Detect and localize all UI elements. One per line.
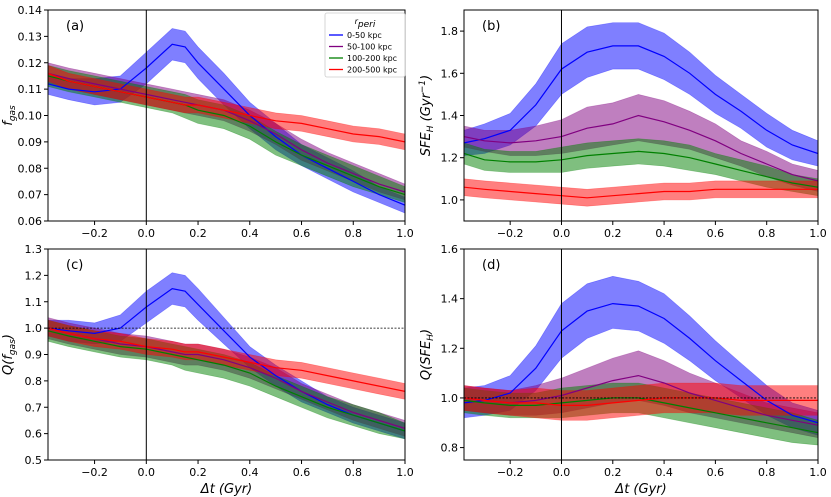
ytick-label-d-2: 1.2 [441, 342, 459, 355]
xtick-label-a-4: 0.6 [293, 227, 311, 240]
xtick-label-c-1: 0.0 [138, 466, 156, 479]
xtick-label-c-6: 1.0 [396, 466, 414, 479]
axes-frame-d [463, 248, 819, 461]
xtick-label-c-2: 0.2 [189, 466, 207, 479]
ytick-label-b-4: 1.8 [441, 25, 459, 38]
ytick-label-b-1: 1.2 [441, 152, 459, 165]
panel-c: −0.2 0.0 0.2 0.4 0.6 0.8 1.0 0.5 0.6 0.7 0.8 0.9 1.0… [1, 243, 414, 497]
xtick-label-a-0: −0.2 [81, 227, 108, 240]
legend-entry-3: 200-500 kpc [347, 66, 397, 75]
xtick-label-d-1: 0.0 [553, 466, 571, 479]
ylabel-d: Q(SFEH) [419, 329, 436, 380]
xtick-label-a-6: 1.0 [396, 227, 414, 240]
legend-entry-2: 100-200 kpc [347, 54, 397, 63]
ytick-label-a-7: 0.13 [18, 30, 43, 43]
ytick-label-c-7: 1.2 [25, 269, 43, 282]
ytick-label-b-3: 1.6 [441, 67, 459, 80]
line-d-2 [464, 397, 818, 434]
ylabel-c: Q(fgas) [1, 334, 18, 375]
panel-b: −0.2 0.0 0.2 0.4 0.6 0.8 1.0 1.0 1.2 1.4 1.6 1.8 (b)… [418, 9, 827, 240]
panel-label-b: (b) [482, 19, 500, 34]
xtick-label-b-0: −0.2 [497, 227, 524, 240]
ytick-label-b-0: 1.0 [441, 194, 459, 207]
line-d-3 [464, 397, 818, 406]
ytick-label-c-0: 0.5 [25, 454, 43, 467]
line-a-3 [48, 72, 405, 143]
ytick-label-a-4: 0.10 [18, 110, 43, 123]
ytick-label-a-0: 0.06 [18, 215, 43, 228]
xtick-label-d-6: 1.0 [809, 466, 827, 479]
ytick-label-a-6: 0.12 [18, 57, 43, 70]
panel-label-c: (c) [66, 258, 83, 273]
xtick-label-b-5: 0.8 [758, 227, 776, 240]
line-b-0 [464, 45, 818, 155]
ytick-label-c-1: 0.6 [25, 428, 43, 441]
ytick-label-d-3: 1.4 [441, 293, 459, 306]
xtick-label-c-4: 0.6 [293, 466, 311, 479]
ytick-label-a-1: 0.07 [18, 189, 43, 202]
xtick-label-a-2: 0.2 [189, 227, 207, 240]
panel-d: −0.2 0.0 0.2 0.4 0.6 0.8 1.0 0.8 1.0 1.2 1.4 1.6 (d)… [419, 243, 827, 497]
xtick-label-a-3: 0.4 [241, 227, 259, 240]
legend-entry-1: 50-100 kpc [347, 43, 392, 52]
xtick-label-d-4: 0.6 [707, 466, 725, 479]
line-c-2 [48, 330, 405, 432]
xtick-label-b-1: 0.0 [553, 227, 571, 240]
line-c-1 [48, 327, 405, 429]
ytick-label-a-3: 0.09 [18, 136, 43, 149]
xtick-label-b-2: 0.2 [604, 227, 622, 240]
ytick-label-c-3: 0.8 [25, 375, 43, 388]
xtick-label-d-0: −0.2 [497, 466, 524, 479]
ytick-label-d-0: 0.8 [441, 442, 459, 455]
xtick-label-a-1: 0.0 [138, 227, 156, 240]
panel-label-a: (a) [66, 19, 84, 34]
legend-title: rperi [355, 17, 376, 30]
xtick-label-c-0: −0.2 [81, 466, 108, 479]
plot-area-a [48, 28, 405, 214]
ytick-label-b-2: 1.4 [441, 110, 459, 123]
legend-box [324, 12, 406, 78]
ylabel-b: SFEH (Gyr−1) [418, 75, 436, 156]
ytick-label-c-6: 1.1 [25, 296, 43, 309]
xtick-label-b-6: 1.0 [809, 227, 827, 240]
line-d-1 [464, 374, 818, 426]
plot-area-d [464, 275, 818, 446]
xtick-label-b-4: 0.6 [707, 227, 725, 240]
line-b-2 [464, 150, 818, 188]
plot-area-b [464, 22, 818, 207]
ytick-label-d-1: 1.0 [441, 392, 459, 405]
plot-area-c [48, 272, 405, 440]
ylabel-a: fgas [1, 105, 18, 126]
ytick-label-c-8: 1.3 [25, 243, 43, 256]
xtick-label-a-5: 0.8 [345, 227, 363, 240]
line-b-3 [464, 186, 818, 199]
xtick-label-d-5: 0.8 [758, 466, 776, 479]
line-d-0 [464, 302, 818, 424]
line-c-3 [48, 327, 405, 392]
xtick-label-b-3: 0.4 [655, 227, 673, 240]
panel-a: −0.2 0.0 0.2 0.4 0.6 0.8 1.0 0.06 0.07 0.08 0.09 0.… [1, 4, 414, 240]
line-b-1 [464, 114, 818, 182]
ytick-label-a-8: 0.14 [18, 4, 43, 17]
xtick-label-d-2: 0.2 [604, 466, 622, 479]
line-c-0 [48, 287, 405, 432]
ytick-label-c-5: 1.0 [25, 322, 43, 335]
ytick-label-c-4: 0.9 [25, 349, 43, 362]
ytick-label-a-2: 0.08 [18, 162, 43, 175]
ytick-label-d-4: 1.6 [441, 243, 459, 256]
line-a-0 [48, 43, 405, 206]
ytick-label-c-2: 0.7 [25, 401, 43, 414]
xtick-label-c-3: 0.4 [241, 466, 259, 479]
ytick-label-a-5: 0.11 [18, 83, 43, 96]
xtick-label-d-3: 0.4 [655, 466, 673, 479]
xtick-label-c-5: 0.8 [345, 466, 363, 479]
xlabel-d: Δt (Gyr) [614, 482, 666, 497]
band-a-3 [48, 65, 405, 151]
legend-entry-0: 0-50 kpc [347, 31, 382, 40]
band-c-3 [48, 319, 405, 400]
xlabel-c: Δt (Gyr) [200, 482, 252, 497]
panel-label-d: (d) [482, 258, 500, 273]
